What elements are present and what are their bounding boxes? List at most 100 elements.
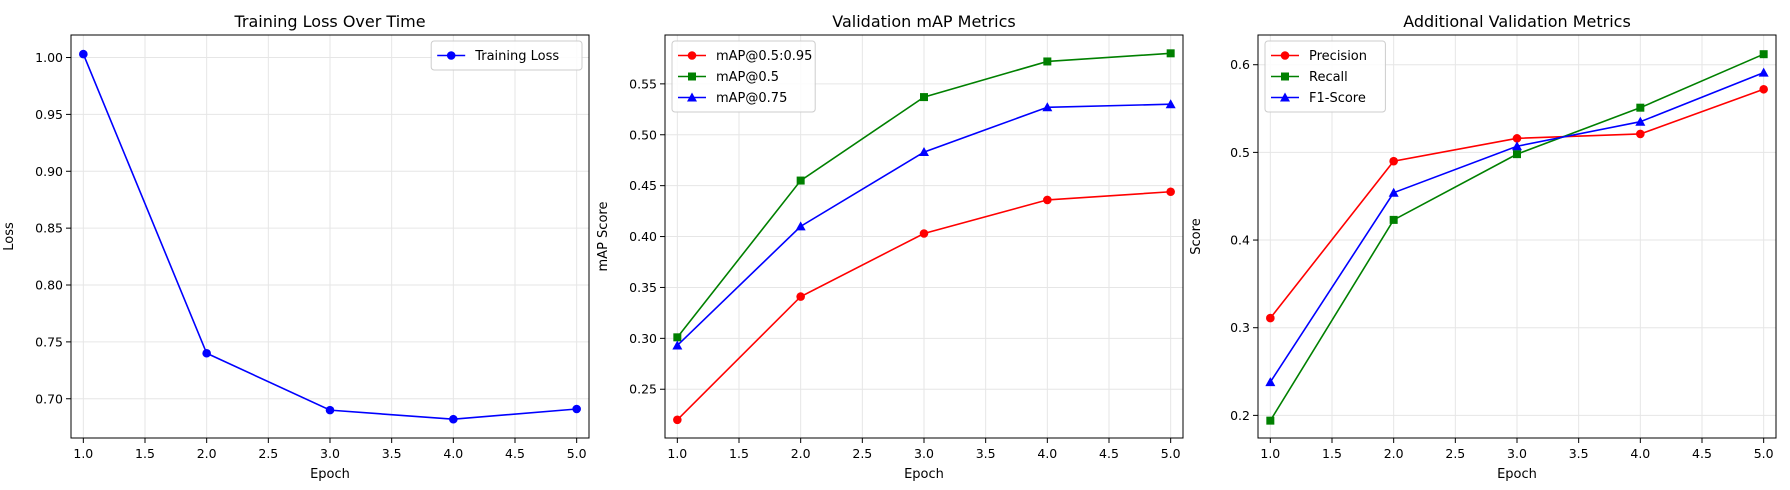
series-recall — [1266, 50, 1768, 425]
legend-marker — [688, 72, 696, 81]
series-f1-score — [1265, 67, 1769, 387]
plot-frame — [1257, 34, 1777, 439]
legend-marker — [687, 51, 697, 60]
data-point — [1759, 84, 1768, 94]
x-tick-label: 4.0 — [1630, 446, 1650, 461]
legend: Training Loss — [430, 40, 583, 71]
data-point — [572, 404, 581, 414]
plot-frame — [664, 34, 1184, 439]
x-tick-label: 5.0 — [567, 446, 587, 461]
data-point — [1043, 57, 1052, 66]
x-tick-label: 2.5 — [852, 446, 872, 461]
y-tick-label: 0.5 — [1230, 145, 1250, 160]
legend-label: Training Loss — [474, 49, 559, 64]
data-point — [1636, 129, 1645, 139]
y-tick-label: 0.4 — [1230, 233, 1250, 248]
y-tick-label: 0.75 — [35, 334, 63, 349]
legend-label: mAP@0.5 — [716, 70, 779, 85]
x-tick-label: 2.0 — [1384, 446, 1404, 461]
y-axis-label: Score — [1189, 218, 1204, 254]
x-tick-label: 5.0 — [1161, 446, 1181, 461]
legend-label: F1-Score — [1309, 91, 1366, 106]
y-tick-label: 0.80 — [35, 278, 63, 293]
data-point — [1512, 141, 1522, 151]
legend-marker — [446, 51, 456, 60]
y-tick-label: 0.45 — [629, 178, 657, 193]
y-tick-label: 0.2 — [1230, 408, 1250, 423]
x-tick-label: 1.5 — [1322, 446, 1342, 461]
data-point — [673, 333, 682, 342]
legend: mAP@0.5:0.95 mAP@0.5 mAP@0.75 — [671, 40, 816, 113]
data-point — [1636, 103, 1645, 112]
data-point — [79, 49, 88, 59]
y-tick-label: 1.00 — [35, 50, 63, 65]
data-point — [325, 405, 335, 415]
chart-panel-3: 1.0 1.5 2.0 2.5 3.0 3.5 4.0 4.5 5.0 0.2 0.3 0.4 0.5 0… — [1189, 12, 1777, 482]
y-tick-label: 0.85 — [35, 221, 63, 236]
x-tick-label: 2.5 — [258, 446, 278, 461]
data-point — [1388, 187, 1399, 197]
y-tick-label: 0.3 — [1230, 320, 1250, 335]
series-precision — [1266, 84, 1768, 323]
data-point — [1758, 67, 1769, 77]
y-tick-label: 0.55 — [629, 76, 657, 91]
series-map-0-5 — [673, 49, 1175, 342]
x-tick-label: 4.0 — [443, 446, 463, 461]
data-point — [1635, 116, 1646, 126]
x-tick-label: 4.5 — [505, 446, 525, 461]
x-tick-label: 4.5 — [1692, 446, 1712, 461]
data-point — [796, 292, 805, 301]
y-tick-label: 0.40 — [629, 229, 657, 244]
x-tick-label: 2.0 — [197, 446, 217, 461]
x-axis-label: Epoch — [1497, 467, 1537, 482]
x-tick-label: 1.0 — [73, 446, 93, 461]
y-tick-label: 0.30 — [629, 331, 657, 346]
x-tick-label: 4.5 — [1099, 446, 1119, 461]
data-point — [1389, 215, 1398, 224]
x-tick-label: 3.0 — [1507, 446, 1527, 461]
x-tick-label: 3.5 — [976, 446, 996, 461]
x-tick-label: 3.5 — [382, 446, 402, 461]
x-axis-label: Epoch — [904, 467, 944, 482]
legend-marker — [687, 92, 697, 102]
data-point — [1166, 187, 1175, 197]
x-tick-label: 3.5 — [1569, 446, 1589, 461]
data-point — [1165, 99, 1176, 109]
x-tick-label: 3.0 — [914, 446, 934, 461]
legend-box — [430, 40, 583, 71]
data-point — [1166, 49, 1175, 58]
x-tick-label: 2.0 — [791, 446, 811, 461]
legend-label: Recall — [1309, 70, 1348, 85]
x-tick-label: 3.0 — [320, 446, 340, 461]
legend-label: mAP@0.5:0.95 — [716, 49, 812, 64]
legend-marker — [1280, 51, 1290, 60]
y-tick-label: 0.25 — [629, 382, 657, 397]
x-tick-label: 5.0 — [1754, 446, 1774, 461]
data-point — [1265, 377, 1276, 387]
data-point — [919, 229, 929, 238]
legend-box — [1264, 40, 1386, 113]
chart-panel-2: 1.0 1.5 2.0 2.5 3.0 3.5 4.0 4.5 5.0 0.25 0.30 0.35 0… — [596, 12, 1184, 482]
data-point — [919, 147, 929, 157]
series-map-0-75 — [672, 99, 1176, 350]
y-tick-label: 0.70 — [35, 391, 63, 406]
series-map-0-5-0-95 — [673, 187, 1175, 425]
data-point — [202, 348, 211, 358]
y-tick-label: 0.50 — [629, 127, 657, 142]
x-tick-label: 4.0 — [1037, 446, 1057, 461]
y-tick-label: 0.90 — [35, 164, 63, 179]
x-tick-label: 1.0 — [667, 446, 687, 461]
y-axis-label: Loss — [2, 222, 17, 251]
data-point — [795, 221, 806, 231]
data-point — [1512, 134, 1522, 143]
chart-panel-1: 1.0 1.5 2.0 2.5 3.0 3.5 4.0 4.5 5.0 0.70 0.75 0.80 0… — [2, 12, 590, 482]
data-point — [920, 93, 928, 102]
legend-marker — [1280, 92, 1290, 102]
legend: Precision Recall F1-Score — [1264, 40, 1386, 113]
chart-title: Additional Validation Metrics — [1403, 12, 1631, 31]
x-tick-label: 1.5 — [729, 446, 749, 461]
y-tick-label: 0.6 — [1230, 57, 1250, 72]
x-tick-label: 2.5 — [1445, 446, 1465, 461]
y-tick-label: 0.95 — [35, 107, 63, 122]
data-point — [449, 414, 458, 424]
